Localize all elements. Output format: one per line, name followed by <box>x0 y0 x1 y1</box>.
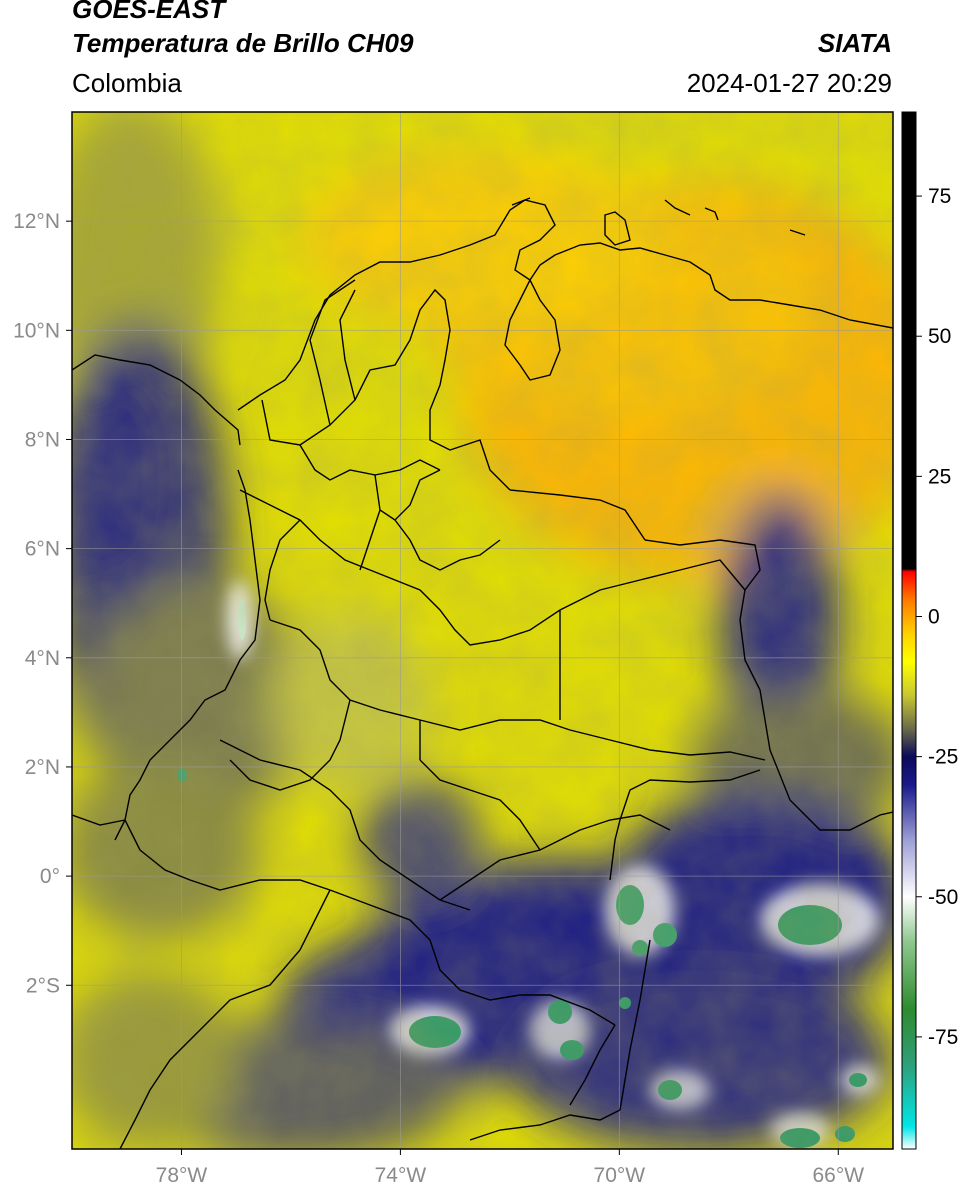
colorbar-frame <box>901 111 917 1150</box>
colorbar-tick-label: -50 <box>928 886 958 909</box>
datetime-label: 2024-01-27 20:29 <box>686 68 892 98</box>
lat-tick-label: 12°N <box>13 210 60 233</box>
colorbar-tick-label: -75 <box>928 1026 958 1049</box>
colorbar-tick-label: 25 <box>928 465 951 488</box>
brightness-temperature-field <box>72 112 893 1149</box>
latitude-ticks: 12°N 10°N 8°N 6°N 4°N 2°N 0° 2°S <box>13 210 72 997</box>
lat-tick-label: 0° <box>40 865 60 888</box>
longitude-ticks: 78°W 74°W 70°W 66°W <box>156 1149 864 1187</box>
colorbar-gradient <box>902 112 916 1149</box>
lat-tick-label: 6°N <box>25 538 60 561</box>
lat-tick-label: 8°N <box>25 428 60 451</box>
map-frame <box>71 111 894 1150</box>
lat-tick-label: 2°S <box>26 974 60 997</box>
colorbar-tick-label: 50 <box>928 325 951 348</box>
graticule <box>72 112 893 1149</box>
colorbar-tick-label: 75 <box>928 185 951 208</box>
lat-tick-label: 4°N <box>25 647 60 670</box>
lat-tick-label: 2°N <box>25 756 60 779</box>
region-label: Colombia <box>72 68 182 98</box>
lon-tick-label: 78°W <box>156 1164 208 1187</box>
lon-tick-label: 70°W <box>594 1164 646 1187</box>
organization-label: SIATA <box>817 28 892 58</box>
colorbar-tick-label: 0 <box>928 605 940 628</box>
lat-tick-label: 10°N <box>13 319 60 342</box>
coastlines-borders <box>72 197 893 1149</box>
colorbar: 75 50 25 0 -25 -50 -75 <box>901 111 958 1150</box>
lon-tick-label: 66°W <box>812 1164 864 1187</box>
title-satellite: GOES-EAST <box>72 0 226 24</box>
title-product: Temperatura de Brillo CH09 <box>72 28 414 58</box>
colorbar-tick-label: -25 <box>928 746 958 769</box>
colorbar-ticks: 75 50 25 0 -25 -50 -75 <box>916 185 958 1049</box>
lon-tick-label: 74°W <box>375 1164 427 1187</box>
